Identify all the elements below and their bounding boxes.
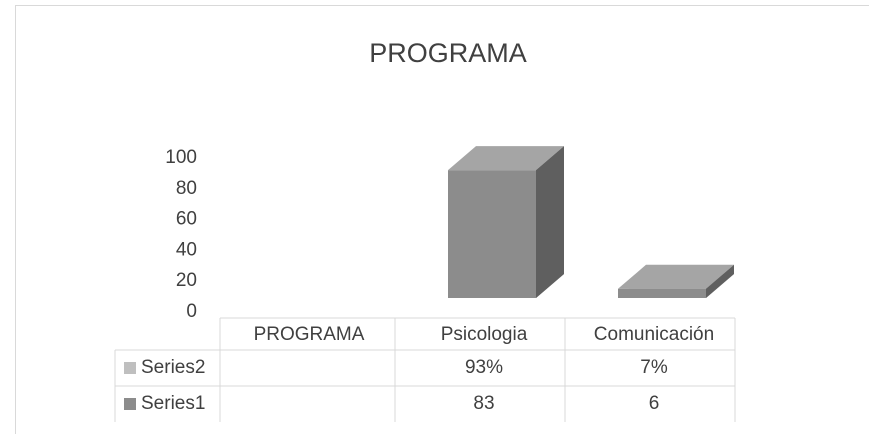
- y-tick-label: 60: [176, 209, 197, 230]
- data-label: 93%: [465, 357, 503, 378]
- x-tick-label: PROGRAMA: [254, 324, 365, 345]
- legend-key: [124, 398, 136, 410]
- y-tick-label: 80: [176, 178, 197, 199]
- chart-title: PROGRAMA: [369, 38, 527, 68]
- data-label: 7%: [640, 357, 668, 378]
- legend-label: Series1: [141, 393, 205, 414]
- bar-side: [706, 264, 734, 298]
- x-tick-label: Comunicación: [594, 324, 714, 345]
- data-label: 6: [649, 393, 660, 414]
- bar-top: [448, 146, 564, 171]
- data-label: 83: [473, 393, 494, 414]
- y-tick-label: 40: [176, 239, 197, 260]
- legend-key: [124, 362, 136, 374]
- bar: [448, 170, 536, 298]
- y-tick-label: 100: [165, 147, 197, 168]
- bar-top: [618, 264, 734, 289]
- y-tick-label: 20: [176, 270, 197, 291]
- chart-border: [15, 5, 869, 434]
- bar: [618, 288, 706, 298]
- y-tick-label: 0: [186, 301, 197, 322]
- legend-label: Series2: [141, 357, 205, 378]
- x-tick-label: Psicologia: [441, 324, 528, 345]
- bar-side: [536, 146, 564, 298]
